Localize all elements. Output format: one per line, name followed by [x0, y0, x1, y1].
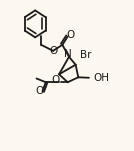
Text: O: O — [67, 30, 75, 40]
Text: O: O — [35, 86, 44, 96]
Text: N: N — [64, 48, 72, 58]
Text: Br: Br — [80, 50, 92, 60]
Text: O: O — [52, 75, 60, 85]
Text: OH: OH — [93, 73, 109, 83]
Text: O: O — [49, 46, 57, 56]
